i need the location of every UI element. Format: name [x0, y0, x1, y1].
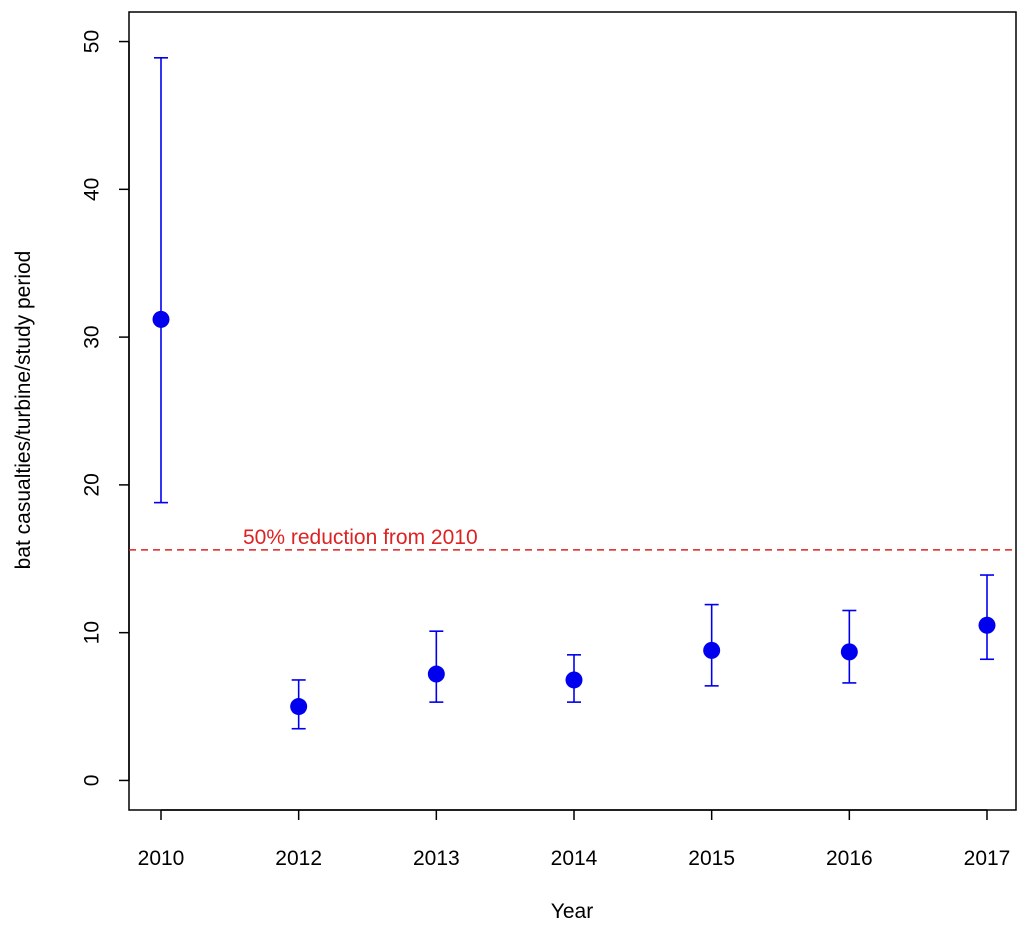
x-axis: 2010 2012 2013 2014 2015 2016 2017 [138, 809, 1011, 870]
data-point [427, 665, 445, 683]
data-point [152, 310, 170, 328]
data-point [565, 671, 583, 689]
y-tick-label: 10 [80, 621, 103, 644]
x-tick-label: 2017 [964, 847, 1011, 870]
x-tick-label: 2010 [138, 847, 185, 870]
reference-line-label: 50% reduction from 2010 [243, 526, 478, 549]
data-point [290, 698, 308, 716]
x-tick-label: 2015 [688, 847, 735, 870]
y-tick-label: 40 [80, 178, 103, 201]
x-tick-label: 2012 [275, 847, 322, 870]
series-group [152, 57, 996, 730]
plot-frame [128, 11, 1017, 811]
y-axis-title: bat casualties/turbine/study period [12, 251, 35, 570]
x-tick-label: 2016 [826, 847, 873, 870]
y-tick-label: 30 [80, 325, 103, 348]
data-point [703, 641, 721, 659]
y-tick-label: 50 [80, 30, 103, 53]
reference-line-group: 50% reduction from 2010 [129, 526, 1016, 551]
y-axis: 0 10 20 30 40 50 [80, 30, 130, 787]
y-tick-label: 0 [80, 775, 103, 787]
x-tick-label: 2014 [551, 847, 598, 870]
x-axis-title: Year [551, 900, 593, 923]
y-tick-label: 20 [80, 473, 103, 496]
x-tick-label: 2013 [413, 847, 460, 870]
data-point [840, 643, 858, 661]
data-point [978, 616, 996, 634]
